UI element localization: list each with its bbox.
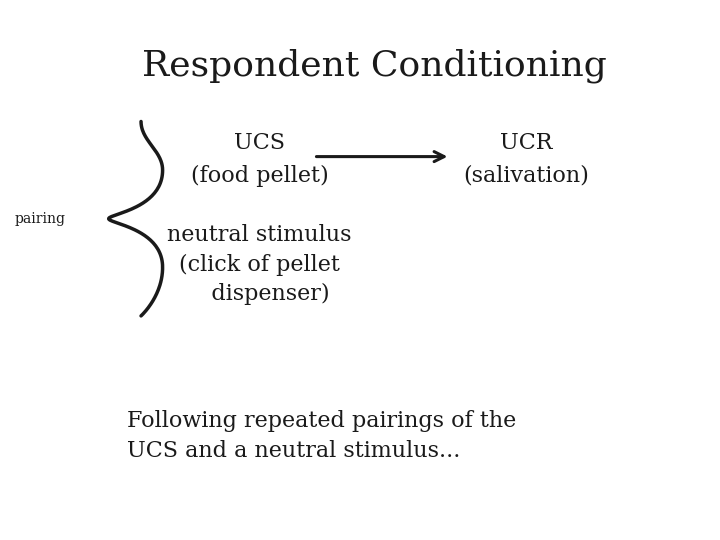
Text: UCS and a neutral stimulus...: UCS and a neutral stimulus... [127,440,460,462]
Text: (salivation): (salivation) [463,165,589,186]
Text: (food pellet): (food pellet) [191,165,328,186]
Text: (click of pellet: (click of pellet [179,254,340,275]
Text: pairing: pairing [14,212,66,226]
Text: Respondent Conditioning: Respondent Conditioning [143,49,607,83]
Text: neutral stimulus: neutral stimulus [168,224,352,246]
Text: dispenser): dispenser) [190,284,330,305]
Text: UCR: UCR [500,132,552,154]
Text: UCS: UCS [234,132,285,154]
Text: Following repeated pairings of the: Following repeated pairings of the [127,410,516,432]
